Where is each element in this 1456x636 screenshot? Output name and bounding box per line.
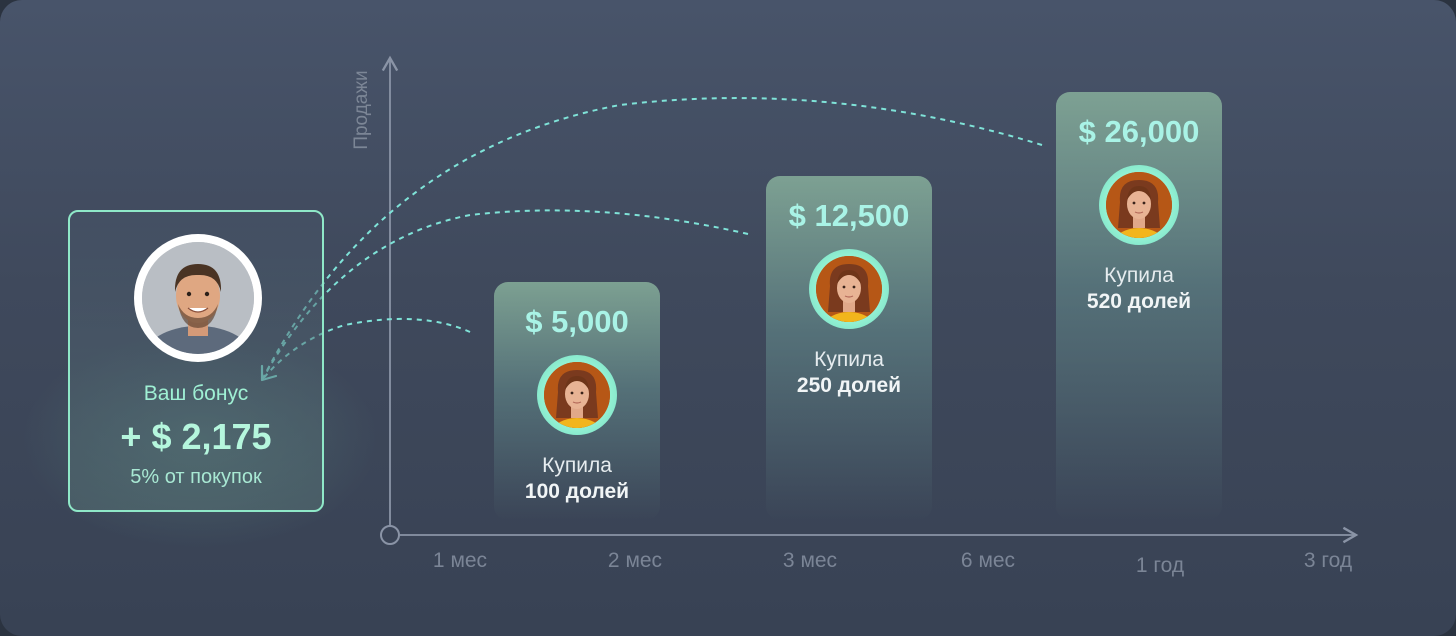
bar-caption: Купила	[1104, 264, 1174, 287]
bar-shares-label: 100 долей	[524, 480, 630, 503]
avatar	[134, 234, 262, 362]
y-axis-label: Продажи	[351, 70, 372, 150]
x-tick-label: 6 мес	[960, 549, 1016, 572]
bar-3: $ 12,500 Купила 250 долей	[766, 176, 932, 520]
avatar	[809, 249, 889, 330]
bar-2: $ 5,000 Купила 100 долей	[494, 282, 660, 520]
bonus-label: Ваш бонус	[143, 382, 249, 405]
axis-origin	[380, 525, 400, 545]
woman-portrait-avatar-icon	[1106, 172, 1172, 238]
bar-5: $ 26,000 Купила 520 долей	[1056, 92, 1222, 520]
x-tick-label: 2 мес	[607, 549, 663, 572]
bar-value-label: $ 12,500	[788, 198, 910, 234]
woman-portrait-avatar-icon	[816, 256, 882, 323]
arrow-from-bar-1	[261, 317, 471, 381]
x-tick-label: 3 мес	[782, 549, 838, 572]
man-portrait-avatar-icon	[142, 242, 254, 354]
bar-value-label: $ 5,000	[525, 304, 629, 339]
bar-shares-label: 520 долей	[1086, 290, 1192, 313]
bar-shares-label: 250 долей	[796, 374, 902, 398]
bonus-panel: Ваш бонус + $ 2,175 5% от покупок	[68, 210, 324, 512]
woman-portrait-avatar-icon	[544, 362, 610, 428]
bar-caption: Купила	[542, 454, 612, 477]
x-tick-label: 1 год	[1135, 554, 1185, 577]
x-tick-label: 3 год	[1303, 549, 1353, 572]
avatar	[537, 355, 617, 435]
avatar	[1099, 165, 1179, 245]
x-tick-label: 1 мес	[432, 549, 488, 572]
bonus-amount: + $ 2,175	[120, 416, 272, 457]
bar-value-label: $ 26,000	[1078, 114, 1200, 149]
bonus-note: 5% от покупок	[130, 466, 262, 488]
bar-caption: Купила	[814, 348, 884, 372]
